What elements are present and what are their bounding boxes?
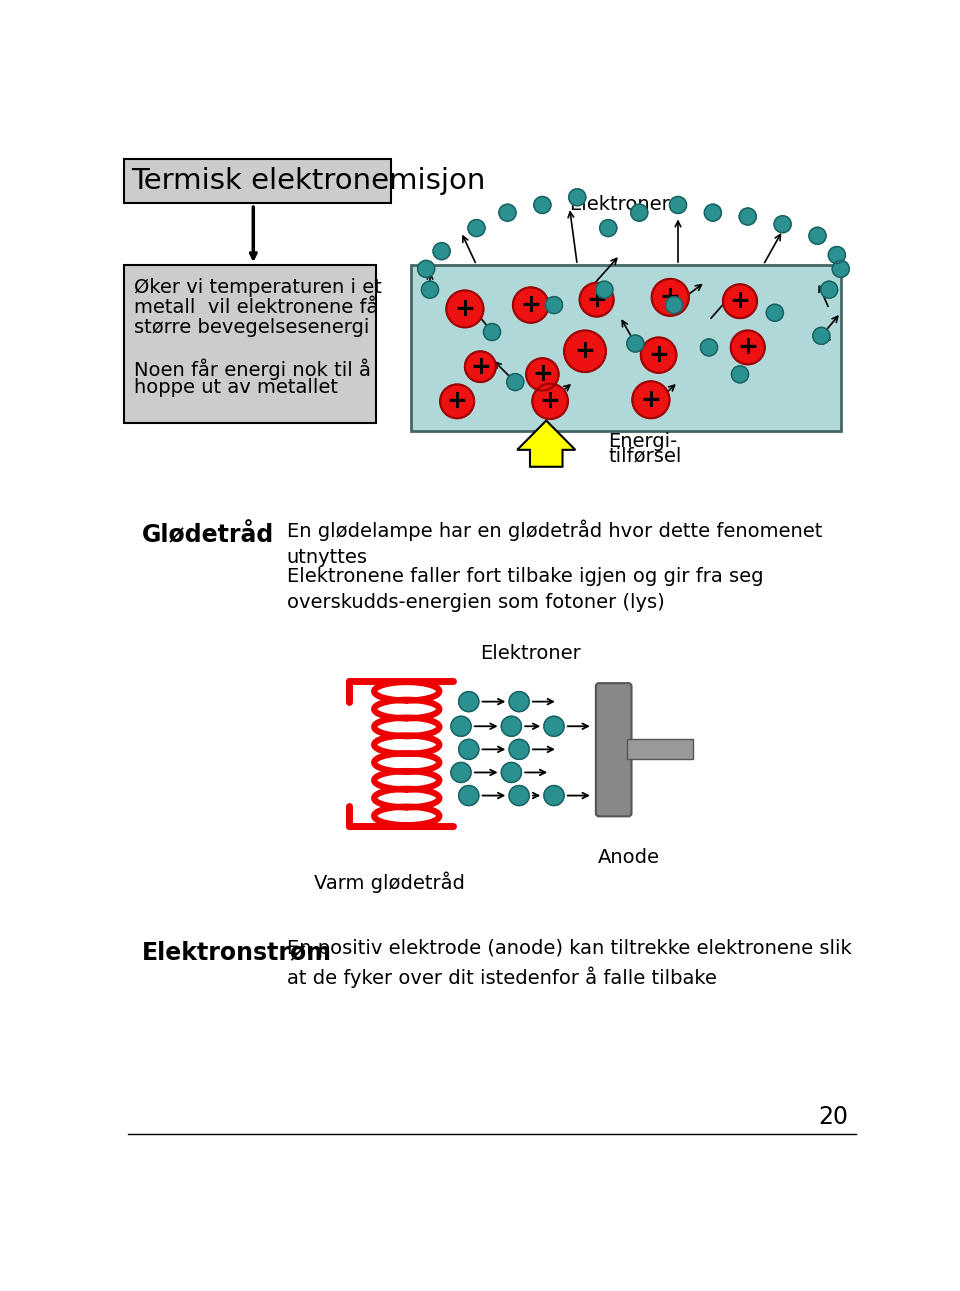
Circle shape	[731, 330, 765, 364]
Text: +: +	[532, 363, 553, 386]
Circle shape	[499, 204, 516, 221]
Circle shape	[568, 188, 586, 205]
Circle shape	[421, 281, 439, 298]
Text: Glødetråd: Glødetråd	[142, 523, 274, 547]
Circle shape	[465, 351, 496, 382]
Text: +: +	[575, 340, 595, 363]
Circle shape	[631, 204, 648, 221]
Text: Øker vi temperaturen i et: Øker vi temperaturen i et	[134, 278, 382, 297]
Circle shape	[468, 219, 485, 236]
Text: +: +	[520, 293, 541, 318]
Circle shape	[641, 337, 677, 373]
FancyBboxPatch shape	[411, 265, 841, 431]
Text: +: +	[587, 288, 607, 311]
Circle shape	[828, 247, 846, 263]
Circle shape	[451, 717, 471, 736]
Circle shape	[501, 717, 521, 736]
Circle shape	[665, 297, 683, 314]
Circle shape	[507, 373, 524, 391]
Circle shape	[509, 740, 529, 759]
Text: hoppe ut av metallet: hoppe ut av metallet	[134, 378, 338, 398]
Circle shape	[459, 740, 479, 759]
Circle shape	[451, 763, 471, 782]
Circle shape	[821, 281, 838, 298]
Circle shape	[600, 219, 616, 236]
Bar	[627, 740, 693, 759]
Text: En glødelampe har en glødetråd hvor dette fenomenet
utnyttes: En glødelampe har en glødetråd hvor dett…	[287, 519, 822, 567]
Text: 20: 20	[818, 1105, 848, 1128]
Circle shape	[440, 385, 474, 418]
Circle shape	[766, 305, 783, 321]
Text: Termisk elektronemisjon: Termisk elektronemisjon	[131, 167, 485, 195]
Circle shape	[526, 358, 559, 391]
Circle shape	[501, 763, 521, 782]
Text: +: +	[648, 343, 669, 367]
Text: metall  vil elektronene få: metall vil elektronene få	[134, 298, 378, 318]
Text: +: +	[730, 289, 751, 314]
Circle shape	[532, 383, 568, 420]
Text: tilførsel: tilførsel	[609, 445, 682, 465]
Circle shape	[484, 324, 500, 341]
Text: Elektroner: Elektroner	[480, 644, 581, 662]
Circle shape	[418, 261, 435, 278]
Text: +: +	[470, 355, 491, 378]
Circle shape	[544, 785, 564, 806]
Circle shape	[739, 208, 756, 225]
Circle shape	[627, 336, 644, 352]
Circle shape	[723, 284, 757, 318]
Text: Varm glødetråd: Varm glødetråd	[314, 871, 465, 892]
Text: +: +	[446, 390, 468, 413]
Circle shape	[596, 281, 612, 298]
Text: +: +	[454, 297, 475, 321]
Circle shape	[669, 196, 686, 213]
Circle shape	[564, 330, 606, 372]
Circle shape	[813, 328, 829, 345]
FancyBboxPatch shape	[124, 159, 392, 204]
Text: Energi-: Energi-	[609, 432, 678, 451]
Text: Anode: Anode	[598, 848, 660, 868]
Circle shape	[509, 785, 529, 806]
Circle shape	[446, 290, 484, 328]
Circle shape	[652, 279, 689, 316]
Circle shape	[513, 288, 548, 323]
Text: Noen får energi nok til å: Noen får energi nok til å	[134, 358, 371, 380]
Text: Elektroner: Elektroner	[569, 195, 670, 214]
FancyBboxPatch shape	[124, 265, 375, 423]
Circle shape	[832, 261, 850, 278]
Circle shape	[633, 381, 669, 418]
Circle shape	[732, 365, 749, 383]
Circle shape	[509, 692, 529, 711]
Circle shape	[433, 243, 450, 259]
Circle shape	[701, 340, 717, 356]
Text: +: +	[540, 390, 561, 413]
FancyArrow shape	[517, 421, 575, 467]
Text: større bevegelsesenergi: større bevegelsesenergi	[134, 318, 370, 337]
Circle shape	[705, 204, 721, 221]
Circle shape	[459, 692, 479, 711]
Text: Elektronene faller fort tilbake igjen og gir fra seg
overskudds-energien som fot: Elektronene faller fort tilbake igjen og…	[287, 567, 763, 612]
Circle shape	[774, 216, 791, 232]
Circle shape	[534, 196, 551, 213]
FancyBboxPatch shape	[596, 683, 632, 816]
Text: +: +	[660, 285, 681, 310]
Text: Elektronstrøm: Elektronstrøm	[142, 940, 332, 964]
Text: +: +	[640, 387, 661, 412]
Circle shape	[459, 785, 479, 806]
Text: +: +	[737, 336, 758, 359]
Circle shape	[809, 227, 826, 244]
Circle shape	[580, 283, 613, 316]
Circle shape	[544, 717, 564, 736]
Circle shape	[545, 297, 563, 314]
Text: En positiv elektrode (anode) kan tiltrekke elektronene slik
at de fyker over dit: En positiv elektrode (anode) kan tiltrek…	[287, 939, 852, 988]
